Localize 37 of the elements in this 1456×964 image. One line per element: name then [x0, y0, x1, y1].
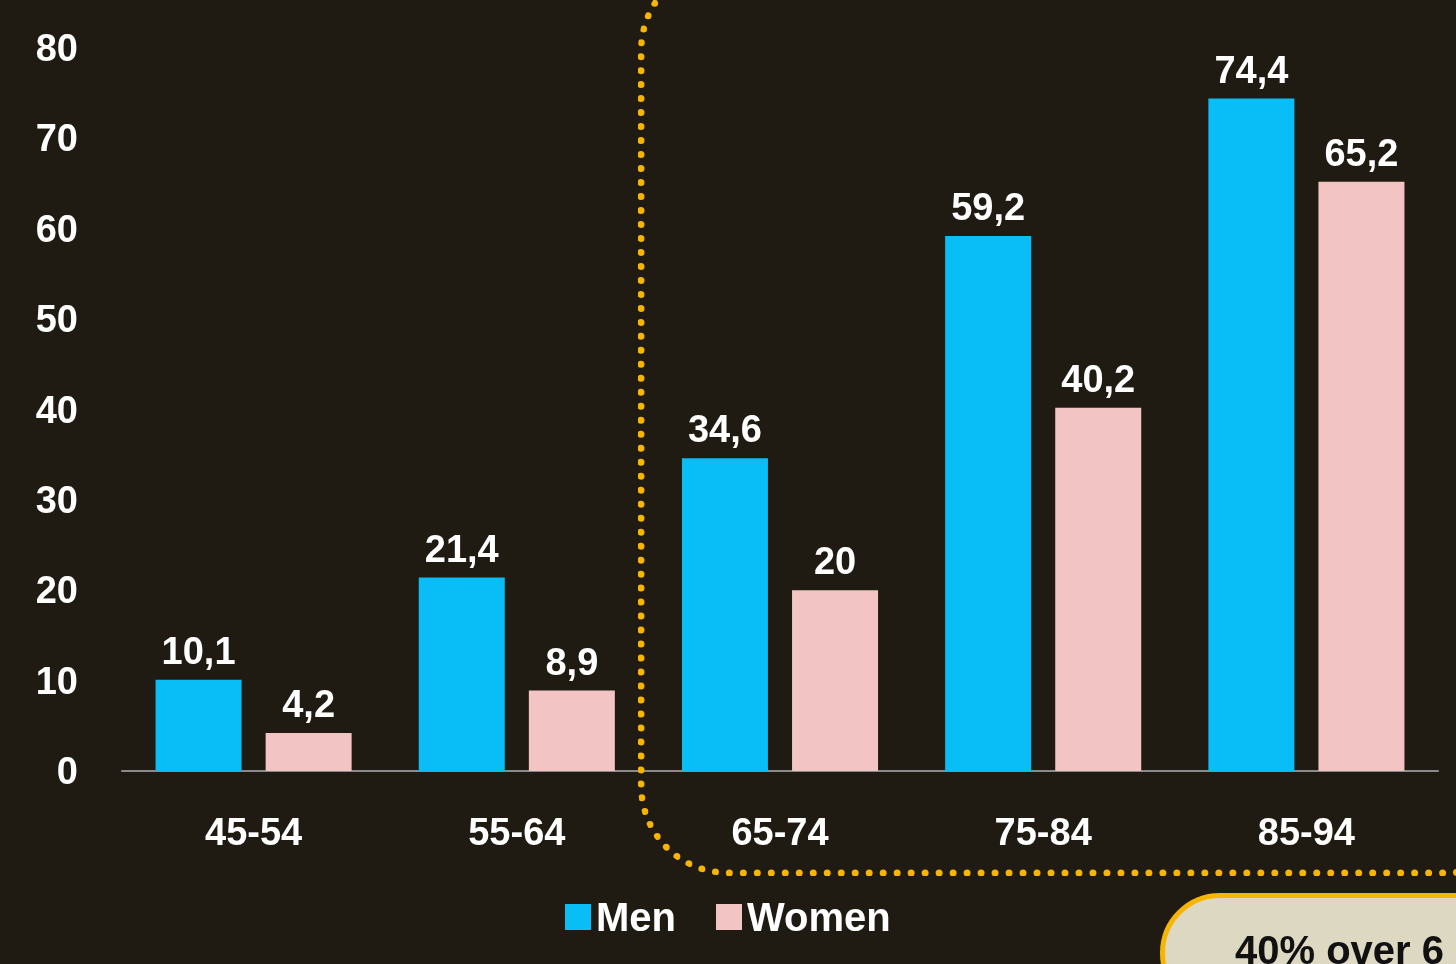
data-label: 65,2	[1324, 131, 1399, 174]
bar	[1208, 98, 1295, 771]
bar	[792, 590, 879, 771]
y-tick-label: 40	[35, 388, 78, 431]
x-tick-label: 85-94	[1257, 811, 1355, 853]
y-tick-label: 10	[35, 659, 78, 702]
text: 40% over 6	[1235, 928, 1445, 964]
y-tick-label: 50	[35, 298, 78, 341]
data-label: 34,6	[687, 408, 762, 451]
bar	[418, 577, 505, 771]
x-tick-label: 55-64	[468, 811, 566, 853]
y-tick-label: 20	[35, 569, 78, 612]
data-label: 10,1	[161, 629, 236, 672]
data-label: 74,4	[1214, 48, 1289, 91]
y-tick-label: 30	[35, 478, 78, 521]
data-label: 20	[813, 540, 857, 583]
y-tick-label: 80	[35, 27, 78, 69]
bar	[528, 690, 615, 771]
data-label: 4,2	[282, 683, 336, 726]
legend-label: Men	[596, 895, 676, 939]
bar	[265, 733, 352, 771]
y-tick-label: 0	[56, 750, 78, 792]
bar	[155, 679, 242, 771]
bar	[945, 235, 1032, 771]
data-label: 40,2	[1061, 357, 1136, 400]
legend-label: Women	[747, 895, 891, 939]
data-label: 21,4	[424, 527, 499, 570]
y-tick-label: 60	[35, 207, 78, 250]
x-tick-label: 45-54	[205, 811, 303, 853]
data-label: 8,9	[545, 640, 599, 683]
bar	[681, 458, 768, 771]
x-tick-label: 65-74	[731, 811, 829, 853]
data-label: 59,2	[951, 185, 1026, 228]
bar	[1318, 181, 1405, 771]
y-tick-label: 70	[35, 117, 78, 160]
x-tick-label: 75-84	[994, 811, 1092, 853]
bar	[1055, 407, 1142, 771]
